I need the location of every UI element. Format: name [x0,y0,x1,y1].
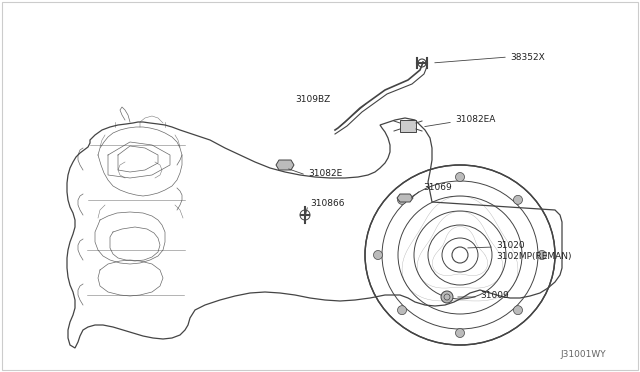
Circle shape [397,306,406,315]
Text: 31082E: 31082E [308,169,342,177]
Circle shape [441,291,453,303]
Circle shape [538,250,547,260]
Circle shape [397,195,406,204]
Text: J31001WY: J31001WY [560,350,605,359]
Circle shape [456,173,465,182]
Text: 31082EA: 31082EA [455,115,495,125]
Text: 38352X: 38352X [510,52,545,61]
Text: 3102MP(REMAN): 3102MP(REMAN) [496,251,572,260]
Polygon shape [276,160,294,170]
Circle shape [513,306,522,315]
Text: 310866: 310866 [310,199,344,208]
Text: 31069: 31069 [423,183,452,192]
Circle shape [374,250,383,260]
Polygon shape [397,194,413,202]
Circle shape [513,195,522,204]
Polygon shape [400,120,416,132]
Text: 31009: 31009 [480,292,509,301]
Text: 3109BZ: 3109BZ [295,96,330,105]
Circle shape [456,328,465,337]
Text: 31020: 31020 [496,241,525,250]
